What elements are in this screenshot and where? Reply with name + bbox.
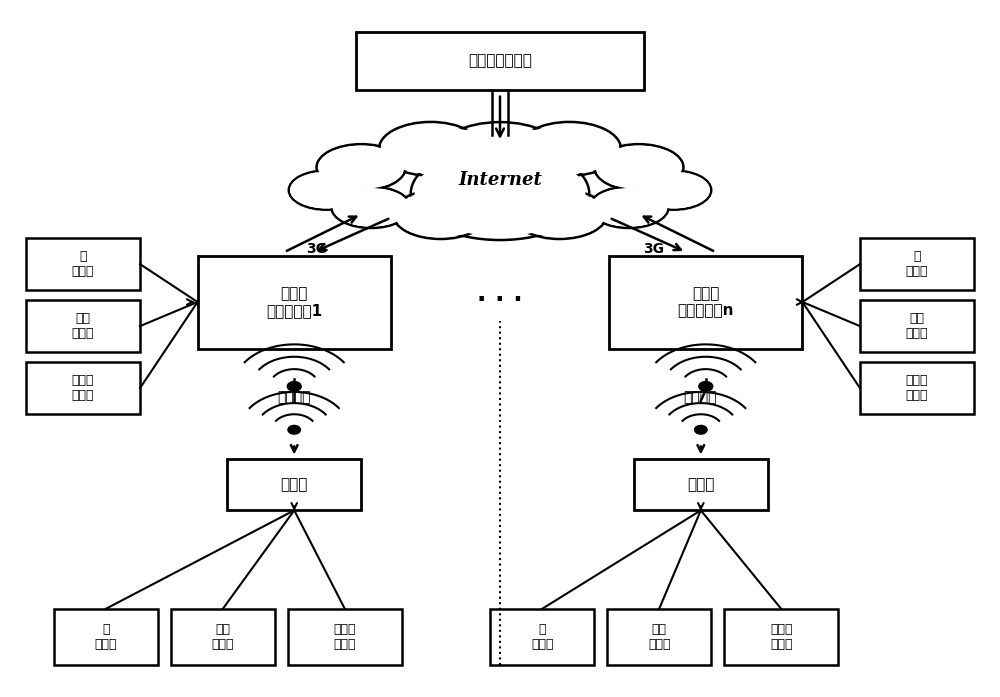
Ellipse shape bbox=[291, 172, 362, 208]
Ellipse shape bbox=[514, 192, 605, 236]
FancyBboxPatch shape bbox=[724, 608, 838, 666]
Ellipse shape bbox=[289, 171, 364, 210]
Text: 速度
传感器: 速度 传感器 bbox=[906, 312, 928, 340]
Ellipse shape bbox=[439, 125, 561, 186]
Ellipse shape bbox=[636, 171, 711, 210]
Text: 局域无线: 局域无线 bbox=[277, 390, 310, 404]
Text: 3G: 3G bbox=[306, 242, 327, 256]
Ellipse shape bbox=[317, 144, 406, 190]
FancyBboxPatch shape bbox=[609, 256, 802, 348]
Ellipse shape bbox=[638, 172, 709, 208]
Text: 局域无线: 局域无线 bbox=[684, 390, 717, 404]
FancyBboxPatch shape bbox=[356, 31, 644, 90]
Ellipse shape bbox=[594, 144, 683, 190]
Text: 加速度
传感器: 加速度 传感器 bbox=[770, 623, 792, 651]
FancyBboxPatch shape bbox=[26, 300, 140, 352]
Ellipse shape bbox=[591, 189, 667, 226]
Text: 无线端: 无线端 bbox=[687, 477, 714, 492]
Ellipse shape bbox=[596, 146, 681, 188]
FancyBboxPatch shape bbox=[860, 238, 974, 290]
Text: 数据中心服务器: 数据中心服务器 bbox=[468, 54, 532, 68]
Ellipse shape bbox=[512, 190, 607, 239]
Ellipse shape bbox=[395, 192, 486, 236]
FancyBboxPatch shape bbox=[634, 459, 768, 510]
FancyBboxPatch shape bbox=[288, 608, 402, 666]
Text: · · ·: · · · bbox=[477, 289, 523, 312]
Text: 低应变
基桩动测仪n: 低应变 基桩动测仪n bbox=[678, 286, 734, 319]
Ellipse shape bbox=[520, 125, 618, 173]
Ellipse shape bbox=[379, 122, 482, 176]
FancyBboxPatch shape bbox=[860, 362, 974, 414]
FancyBboxPatch shape bbox=[26, 238, 140, 290]
Text: 速度
传感器: 速度 传感器 bbox=[212, 623, 234, 651]
Text: 加速度
传感器: 加速度 传感器 bbox=[906, 374, 928, 402]
FancyBboxPatch shape bbox=[607, 608, 711, 666]
Ellipse shape bbox=[331, 187, 411, 228]
FancyBboxPatch shape bbox=[54, 608, 158, 666]
Ellipse shape bbox=[411, 147, 589, 240]
Ellipse shape bbox=[382, 125, 480, 173]
FancyBboxPatch shape bbox=[171, 608, 275, 666]
FancyBboxPatch shape bbox=[860, 300, 974, 352]
Ellipse shape bbox=[333, 189, 409, 226]
FancyBboxPatch shape bbox=[490, 608, 594, 666]
Text: Internet: Internet bbox=[458, 171, 542, 189]
Ellipse shape bbox=[436, 122, 564, 190]
Ellipse shape bbox=[319, 146, 404, 188]
Text: 力
传感器: 力 传感器 bbox=[95, 623, 117, 651]
Text: 低应变
基桩动测仪1: 低应变 基桩动测仪1 bbox=[266, 286, 322, 319]
Ellipse shape bbox=[518, 122, 621, 176]
FancyBboxPatch shape bbox=[26, 362, 140, 414]
FancyBboxPatch shape bbox=[198, 256, 391, 348]
Ellipse shape bbox=[589, 187, 669, 228]
FancyBboxPatch shape bbox=[227, 459, 361, 510]
Circle shape bbox=[287, 381, 301, 391]
Circle shape bbox=[699, 381, 713, 391]
Text: 速度
传感器: 速度 传感器 bbox=[72, 312, 94, 340]
Text: 速度
传感器: 速度 传感器 bbox=[648, 623, 670, 651]
Text: 加速度
传感器: 加速度 传感器 bbox=[334, 623, 356, 651]
Ellipse shape bbox=[415, 152, 585, 236]
Text: 力
传感器: 力 传感器 bbox=[531, 623, 553, 651]
Text: 力
传感器: 力 传感器 bbox=[906, 250, 928, 278]
Text: 无线端: 无线端 bbox=[281, 477, 308, 492]
Text: 加速度
传感器: 加速度 传感器 bbox=[72, 374, 94, 402]
Circle shape bbox=[288, 425, 300, 434]
Circle shape bbox=[695, 425, 707, 434]
Text: 3G: 3G bbox=[643, 242, 664, 256]
Text: 力
传感器: 力 传感器 bbox=[72, 250, 94, 278]
Ellipse shape bbox=[393, 190, 488, 239]
